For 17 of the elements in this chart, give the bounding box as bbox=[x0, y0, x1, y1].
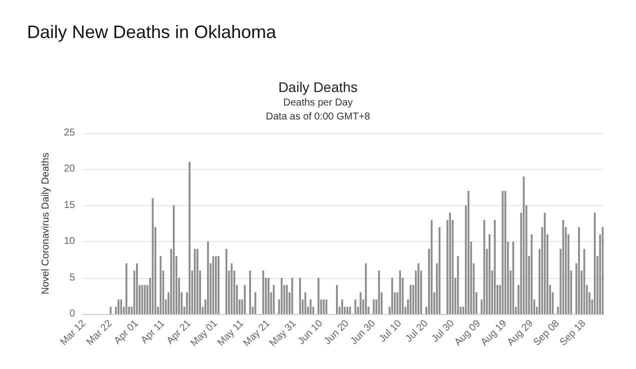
text: Data as of 0:00 GMT+8 bbox=[266, 112, 371, 122]
text: Deaths per Day bbox=[283, 98, 353, 108]
y-tick-label: 25 bbox=[64, 128, 76, 138]
x-tick-label: Sep 18 bbox=[558, 318, 588, 348]
x-tick-label: Apr 11 bbox=[139, 318, 168, 346]
x-tick-label: Jul 10 bbox=[377, 318, 404, 345]
y-tick-label: 20 bbox=[64, 164, 76, 175]
chart-title: Daily New Deaths in Oklahoma bbox=[27, 22, 278, 42]
y-tick-label: 10 bbox=[64, 236, 76, 248]
x-tick-label: Apr 01 bbox=[112, 318, 142, 347]
y-axis-title: Novel Coronavirus Daily Deaths bbox=[40, 152, 52, 294]
y-tick-label: 0 bbox=[69, 308, 76, 320]
y-tick-label: 15 bbox=[64, 200, 76, 211]
y-tick-label: 5 bbox=[69, 272, 76, 284]
x-tick-label: Mar 22 bbox=[84, 318, 115, 348]
chart-subtitle: Daily Deaths bbox=[278, 79, 358, 95]
x-tick-label: Jul 20 bbox=[404, 318, 431, 345]
